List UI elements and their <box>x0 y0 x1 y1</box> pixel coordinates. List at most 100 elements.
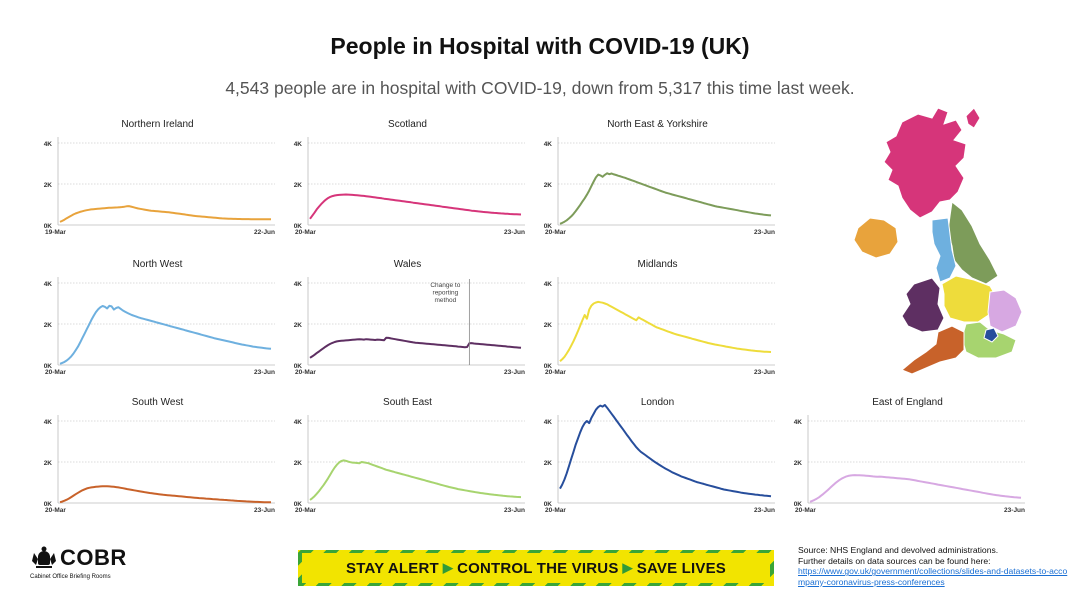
y-tick-label: 0K <box>294 363 303 370</box>
chart-north-east-yorkshire: North East & Yorkshire 0K 2K 4K 20-Mar 23-Jun <box>544 119 775 236</box>
y-tick-label: 4K <box>44 419 53 426</box>
x-tick-label-end: 23-Jun <box>1004 507 1025 514</box>
cobr-crest-icon: COBR Cabinet Office Briefing Rooms <box>30 545 127 580</box>
chart-title: South East <box>383 397 432 408</box>
y-tick-label: 0K <box>544 223 553 230</box>
map-region-south-west <box>901 325 965 375</box>
x-tick-label-end: 23-Jun <box>504 369 525 376</box>
y-tick-label: 2K <box>294 460 303 467</box>
x-tick-label-start: 20-Mar <box>545 369 566 376</box>
y-tick-label: 2K <box>544 460 553 467</box>
x-tick-label-start: 20-Mar <box>295 229 316 236</box>
x-tick-label-end: 23-Jun <box>754 369 775 376</box>
source-note: Source: NHS England and devolved adminis… <box>798 545 1073 587</box>
y-tick-label: 4K <box>544 281 553 288</box>
series-line <box>59 205 271 223</box>
map-region-northern-ireland <box>853 217 899 259</box>
annotation-text: Change to reporting method <box>430 282 460 304</box>
page-title: People in Hospital with COVID-19 (UK) <box>330 33 750 59</box>
chart-title: East of England <box>872 397 943 408</box>
map-region-scotland-islands <box>965 107 981 129</box>
y-tick-label: 0K <box>794 501 803 508</box>
series-line <box>559 404 772 498</box>
chart-title: North West <box>133 259 183 270</box>
series-line <box>309 193 522 220</box>
source-link[interactable]: https://www.gov.uk/government/collection… <box>798 566 1068 587</box>
logo-subtitle: Cabinet Office Briefing Rooms <box>30 574 111 580</box>
stay-alert-banner: STAY ALERT ▶ CONTROL THE VIRUS ▶ SAVE LI… <box>298 550 774 586</box>
chart-south-east: South East 0K 2K 4K 20-Mar 23-Jun <box>294 397 525 514</box>
y-tick-label: 2K <box>44 182 53 189</box>
series-line <box>309 459 522 501</box>
y-tick-label: 2K <box>44 460 53 467</box>
x-tick-label-start: 20-Mar <box>45 369 66 376</box>
y-tick-label: 2K <box>544 322 553 329</box>
series-line <box>809 474 1022 503</box>
series-line <box>309 336 522 359</box>
x-tick-label-start: 20-Mar <box>295 507 316 514</box>
x-tick-label-end: 23-Jun <box>254 369 275 376</box>
map-region-wales <box>901 277 945 333</box>
chart-title: Scotland <box>388 119 427 130</box>
chart-wales: Wales 0K 2K 4K 20-Mar 23-Jun Change to reportin… <box>294 259 525 376</box>
cobr-logo: COBR Cabinet Office Briefing Rooms <box>30 545 140 590</box>
y-tick-label: 0K <box>44 223 53 230</box>
series-line <box>59 485 271 504</box>
x-tick-label-start: 20-Mar <box>295 369 316 376</box>
x-tick-label-end: 23-Jun <box>754 507 775 514</box>
chart-title: Northern Ireland <box>121 119 193 130</box>
uk-region-map <box>853 107 1023 375</box>
chart-scotland: Scotland 0K 2K 4K 20-Mar 23-Jun <box>294 119 525 236</box>
chart-title: Midlands <box>637 259 677 270</box>
map-region-north-west <box>931 217 957 283</box>
y-tick-label: 0K <box>294 223 303 230</box>
map-region-east-of-england <box>987 289 1023 333</box>
chevron-right-icon: ▶ <box>622 560 633 575</box>
logo-text: COBR <box>60 545 127 570</box>
y-tick-label: 4K <box>544 141 553 148</box>
x-tick-label-end: 23-Jun <box>504 507 525 514</box>
y-tick-label: 0K <box>44 363 53 370</box>
series-line <box>559 172 772 225</box>
x-tick-label-end: 23-Jun <box>504 229 525 236</box>
x-tick-label-end: 23-Jun <box>254 507 275 514</box>
series-line <box>559 300 772 363</box>
x-tick-label-end: 23-Jun <box>754 229 775 236</box>
x-tick-label-end: 22-Jun <box>254 229 275 236</box>
banner-text-2: CONTROL THE VIRUS <box>457 559 619 577</box>
chart-south-west: South West 0K 2K 4K 20-Mar 23-Jun <box>44 397 275 514</box>
chart-midlands: Midlands 0K 2K 4K 20-Mar 23-Jun <box>544 259 775 376</box>
map-region-north-east-yorkshire <box>947 201 999 285</box>
banner-text-1: STAY ALERT <box>346 559 439 577</box>
y-tick-label: 2K <box>794 460 803 467</box>
chart-northern-ireland: Northern Ireland 0K 2K 4K 19-Mar 22-Jun <box>44 119 275 236</box>
chart-title: London <box>641 397 674 408</box>
x-tick-label-start: 20-Mar <box>45 507 66 514</box>
series-line <box>59 304 272 365</box>
x-tick-label-start: 20-Mar <box>795 507 816 514</box>
x-tick-label-start: 19-Mar <box>45 229 66 236</box>
y-tick-label: 0K <box>544 501 553 508</box>
y-tick-label: 4K <box>544 419 553 426</box>
y-tick-label: 2K <box>44 322 53 329</box>
y-tick-label: 0K <box>44 501 53 508</box>
map-region-midlands <box>941 275 999 323</box>
y-tick-label: 4K <box>44 281 53 288</box>
page-subtitle: 4,543 people are in hospital with COVID-… <box>225 78 855 98</box>
chart-title: Wales <box>394 259 421 270</box>
x-tick-label-start: 20-Mar <box>545 507 566 514</box>
y-tick-label: 0K <box>544 363 553 370</box>
banner-text-3: SAVE LIVES <box>636 559 726 577</box>
chart-title: North East & Yorkshire <box>607 119 708 130</box>
y-tick-label: 0K <box>294 501 303 508</box>
map-region-london <box>983 327 999 343</box>
source-line-2: Further details on data sources can be f… <box>798 555 991 566</box>
y-tick-label: 4K <box>44 141 53 148</box>
y-tick-label: 4K <box>294 281 303 288</box>
chevron-right-icon: ▶ <box>442 560 454 575</box>
chart-east-of-england: East of England 0K 2K 4K 20-Mar 23-Jun <box>794 397 1025 514</box>
y-tick-label: 2K <box>294 322 303 329</box>
y-tick-label: 4K <box>294 419 303 426</box>
y-tick-label: 2K <box>294 182 303 189</box>
